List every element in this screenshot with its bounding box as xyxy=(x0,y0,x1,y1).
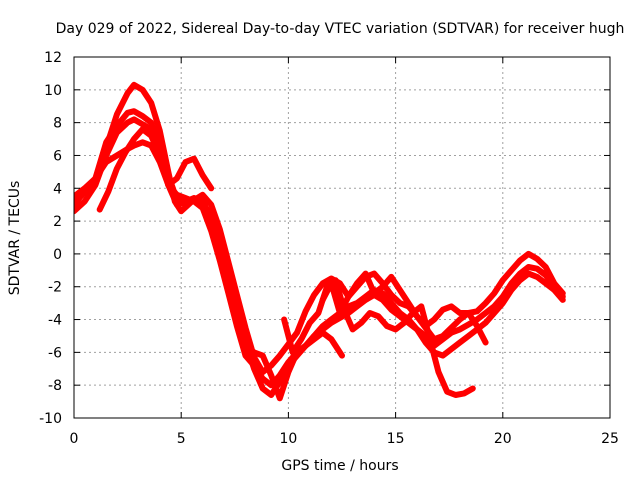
x-tick-label: 5 xyxy=(177,431,186,447)
y-tick-label: -4 xyxy=(48,313,62,329)
y-tick-label: 6 xyxy=(53,148,62,164)
x-tick-label: 15 xyxy=(387,431,405,447)
y-tick-label: 10 xyxy=(44,83,62,99)
series-day-7 xyxy=(319,270,489,346)
x-tick-label: 0 xyxy=(70,431,79,447)
x-axis-label: GPS time / hours xyxy=(281,458,398,474)
series-layer xyxy=(74,81,566,402)
plot-frame xyxy=(73,56,611,419)
y-tick-label: 2 xyxy=(53,214,62,230)
y-tick-label: 4 xyxy=(53,181,62,197)
x-tick-label: 20 xyxy=(494,431,512,447)
y-tick-label: -10 xyxy=(39,411,62,427)
x-tick-label: 25 xyxy=(601,431,619,447)
y-tick-label: 0 xyxy=(53,247,62,263)
series-day-1 xyxy=(74,81,566,376)
series-day-5 xyxy=(96,126,215,213)
x-tick-label: 10 xyxy=(279,431,297,447)
y-tick-label: 12 xyxy=(44,50,62,66)
y-tick-label: -2 xyxy=(48,280,62,296)
y-tick-label: -8 xyxy=(48,378,62,394)
series-day-6 xyxy=(281,277,476,398)
grid xyxy=(74,57,610,418)
y-axis-label: SDTVAR / TECUs xyxy=(7,181,23,296)
chart-title: Day 029 of 2022, Sidereal Day-to-day VTE… xyxy=(56,21,625,37)
y-tick-label: -6 xyxy=(48,345,62,361)
y-tick-label: 8 xyxy=(53,116,62,132)
